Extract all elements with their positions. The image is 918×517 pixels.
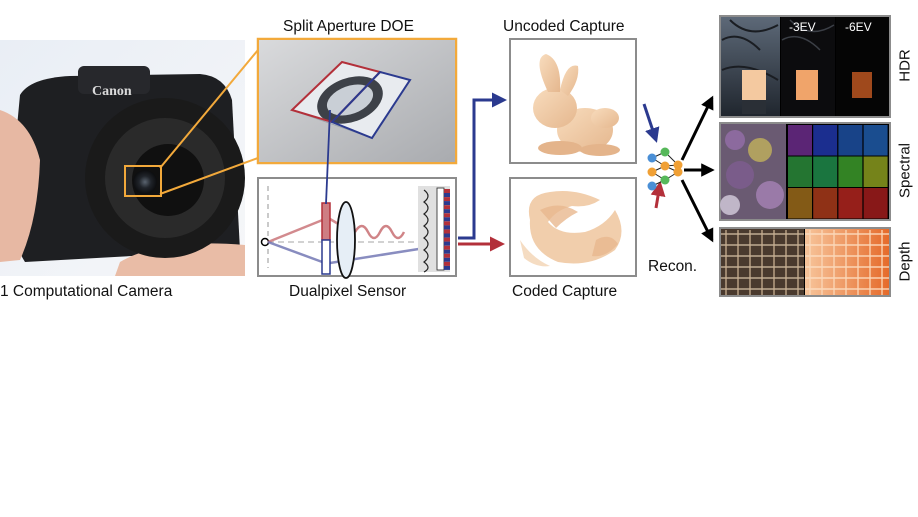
- sensor-pixel-red: [444, 237, 450, 242]
- sensor-pixel-blue: [444, 217, 450, 222]
- depth-label: Depth: [896, 241, 914, 282]
- spectral-band-tile: [788, 188, 812, 219]
- arrow-to-depth: [680, 179, 714, 243]
- coded-capture-image: [509, 177, 637, 277]
- hdr-panel: [719, 15, 891, 118]
- spectral-band-tile: [813, 125, 838, 156]
- doe-panel: [256, 37, 458, 165]
- arrow-uncoded-to-net: [642, 103, 660, 143]
- camera-label: 1 Computational Camera: [0, 283, 173, 300]
- sensor-pixel-red: [444, 261, 450, 266]
- zoom-line-bottom: [159, 157, 259, 195]
- sensor-pixel-blue: [444, 233, 450, 238]
- sensor-pixel-blue: [444, 241, 450, 246]
- sensor-pixel-red: [444, 253, 450, 258]
- sensor-pixel-red: [444, 197, 450, 202]
- sensor-pixel-red: [444, 229, 450, 234]
- sensor-pixel-red: [444, 245, 450, 250]
- arrow-to-uncoded: [458, 92, 507, 240]
- sensor-label: Dualpixel Sensor: [289, 283, 407, 300]
- camera-photo: Canon: [0, 40, 245, 276]
- spectral-band-tile: [863, 188, 888, 219]
- spectral-bands: [788, 125, 888, 219]
- sensor-pixel-red: [444, 221, 450, 226]
- sensor-pixel-blue: [444, 201, 450, 206]
- ev3-label: -3EV: [789, 20, 816, 34]
- sensor-pixel-blue: [444, 193, 450, 197]
- spectral-band-tile: [838, 188, 863, 219]
- sensor-panel: [257, 177, 457, 279]
- uncoded-capture-image: [509, 38, 637, 164]
- arrow-to-hdr: [680, 95, 714, 161]
- depth-shelves: [721, 230, 889, 295]
- sensor-pixel-blue: [444, 225, 450, 230]
- sensor-pixel-blue: [444, 249, 450, 254]
- uncoded-label: Uncoded Capture: [503, 18, 625, 35]
- sensor-pixel-red: [444, 213, 450, 218]
- sensor-pixel-red: [444, 189, 450, 193]
- coded-label: Coded Capture: [512, 283, 618, 300]
- sensor-pixel-blue: [444, 209, 450, 214]
- depth-panel: [719, 227, 891, 297]
- spectral-band-tile: [813, 188, 838, 219]
- sensor-pixel-blue: [444, 257, 450, 262]
- spectral-band-tile: [863, 156, 888, 187]
- arrow-coded-to-net: [650, 181, 666, 209]
- neural-network-icon: [647, 147, 683, 191]
- hdr-label: HDR: [896, 49, 914, 82]
- spectral-band-tile: [863, 125, 888, 156]
- spectral-band-tile: [838, 156, 863, 187]
- recon-label: Recon.: [648, 258, 698, 275]
- doe-connector-blue: [325, 109, 331, 205]
- camera-brand-text: Canon: [92, 84, 132, 99]
- spectral-band-tile: [813, 156, 838, 187]
- spectral-band-tile: [838, 125, 863, 156]
- spectral-band-tile: [788, 125, 812, 156]
- doe-label: Split Aperture DOE: [283, 18, 414, 35]
- sensor-pixel-blue: [444, 265, 450, 270]
- spectral-label: Spectral: [896, 142, 914, 199]
- spectral-band-tile: [788, 156, 812, 187]
- zoom-line-top: [159, 49, 259, 169]
- ev6-label: -6EV: [845, 20, 872, 34]
- sensor-pixels: [444, 189, 450, 270]
- sensor-pixel-red: [444, 205, 450, 210]
